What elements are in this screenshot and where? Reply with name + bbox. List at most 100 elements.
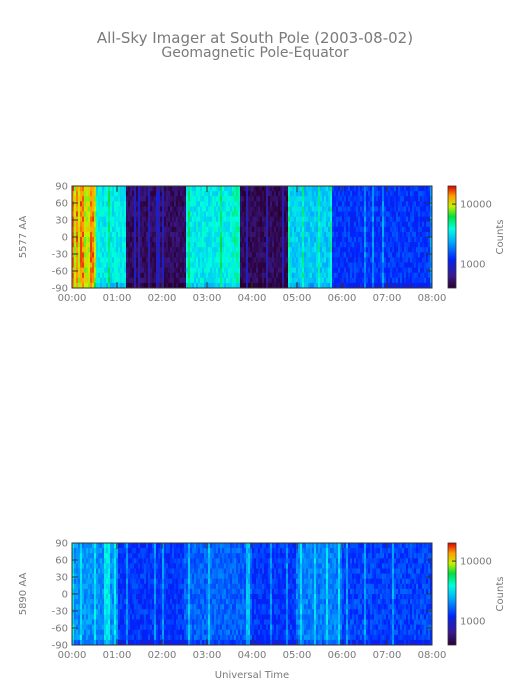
heatmap-cell [278, 272, 281, 279]
heatmap-cell [162, 553, 165, 559]
heatmap-cell [260, 186, 263, 192]
heatmap-cell [100, 594, 103, 600]
heatmap-cell [124, 221, 127, 228]
heatmap-cell [382, 186, 385, 192]
heatmap-cell [160, 609, 163, 615]
heatmap-cell [416, 206, 419, 212]
heatmap-cell [390, 196, 393, 202]
heatmap-cell [426, 257, 429, 263]
heatmap-cell [96, 242, 99, 248]
heatmap-cell [164, 588, 167, 595]
heatmap-cell [82, 563, 85, 569]
heatmap-cell [198, 186, 201, 192]
heatmap-cell [264, 267, 267, 274]
heatmap-cell [134, 191, 137, 197]
heatmap-cell [364, 231, 367, 238]
heatmap-cell [430, 262, 433, 268]
heatmap-cell [152, 196, 155, 202]
heatmap-cell [302, 282, 305, 289]
heatmap-cell [154, 604, 157, 610]
heatmap-cell [96, 568, 99, 574]
heatmap-cell [96, 634, 99, 641]
heatmap-cell [134, 267, 137, 274]
heatmap-cell [388, 252, 391, 258]
heatmap-cell [186, 216, 189, 223]
heatmap-cell [428, 206, 431, 212]
heatmap-cell [74, 588, 77, 595]
heatmap-cell [334, 221, 337, 228]
heatmap-cell [426, 201, 429, 207]
heatmap-cell [256, 186, 259, 192]
heatmap-cell [354, 237, 357, 243]
heatmap-cell [240, 252, 243, 258]
heatmap-cell [170, 267, 173, 274]
heatmap-cell [144, 231, 147, 238]
heatmap-cell [200, 231, 203, 238]
heatmap-cell [350, 201, 353, 207]
heatmap-cell [334, 282, 337, 289]
heatmap-cell [212, 231, 215, 238]
heatmap-cell [84, 257, 87, 263]
heatmap-cell [104, 247, 107, 253]
heatmap-cell [82, 594, 85, 600]
heatmap-cell [302, 216, 305, 223]
heatmap-cell [324, 282, 327, 289]
heatmap-cell [150, 257, 153, 263]
heatmap-cell [200, 186, 203, 192]
heatmap-cell [332, 272, 335, 279]
heatmap-cell [122, 211, 125, 217]
heatmap-cell [190, 599, 193, 605]
heatmap-cell [84, 221, 87, 228]
heatmap-cell [322, 272, 325, 279]
heatmap-cell [200, 583, 203, 590]
heatmap-cell [180, 282, 183, 289]
heatmap-cell [120, 282, 123, 289]
heatmap-cell [106, 211, 109, 217]
heatmap-cell [122, 568, 125, 574]
heatmap-cell [158, 272, 161, 279]
heatmap-cell [270, 221, 273, 228]
heatmap-cell [344, 226, 347, 233]
heatmap-cell [392, 196, 395, 202]
heatmap-cell [216, 277, 219, 284]
heatmap-cell [106, 277, 109, 284]
heatmap-cell [360, 206, 363, 212]
heatmap-cell [138, 609, 141, 615]
heatmap-cell [122, 619, 125, 625]
heatmap-cell [314, 191, 317, 197]
heatmap-cell [310, 262, 313, 268]
heatmap-cell [354, 272, 357, 279]
heatmap-cell [374, 211, 377, 217]
heatmap-cell [168, 216, 171, 223]
heatmap-cell [204, 548, 207, 554]
heatmap-cell [112, 242, 115, 248]
heatmap-cell [152, 578, 155, 585]
heatmap-cell [148, 578, 151, 585]
heatmap-cell [308, 282, 311, 289]
heatmap-cell [154, 558, 157, 564]
heatmap-cell [214, 221, 217, 228]
heatmap-cell [80, 558, 83, 564]
heatmap-cell [326, 221, 329, 228]
heatmap-cell [138, 191, 141, 197]
heatmap-cell [236, 262, 239, 268]
heatmap-cell [390, 267, 393, 274]
heatmap-cell [430, 211, 433, 217]
heatmap-cell [394, 226, 397, 233]
heatmap-cell [186, 282, 189, 289]
heatmap-cell [132, 583, 135, 590]
heatmap-cell [208, 231, 211, 238]
heatmap-cell [114, 619, 117, 625]
heatmap-cell [368, 231, 371, 238]
heatmap-cell [298, 252, 301, 258]
heatmap-cell [118, 267, 121, 274]
heatmap-cell [104, 578, 107, 585]
heatmap-cell [330, 272, 333, 279]
heatmap-cell [204, 226, 207, 233]
heatmap-cell [332, 262, 335, 268]
heatmap-cell [246, 237, 249, 243]
heatmap-cell [158, 267, 161, 274]
heatmap-cell [246, 211, 249, 217]
heatmap-cell [106, 237, 109, 243]
heatmap-cell [338, 272, 341, 279]
